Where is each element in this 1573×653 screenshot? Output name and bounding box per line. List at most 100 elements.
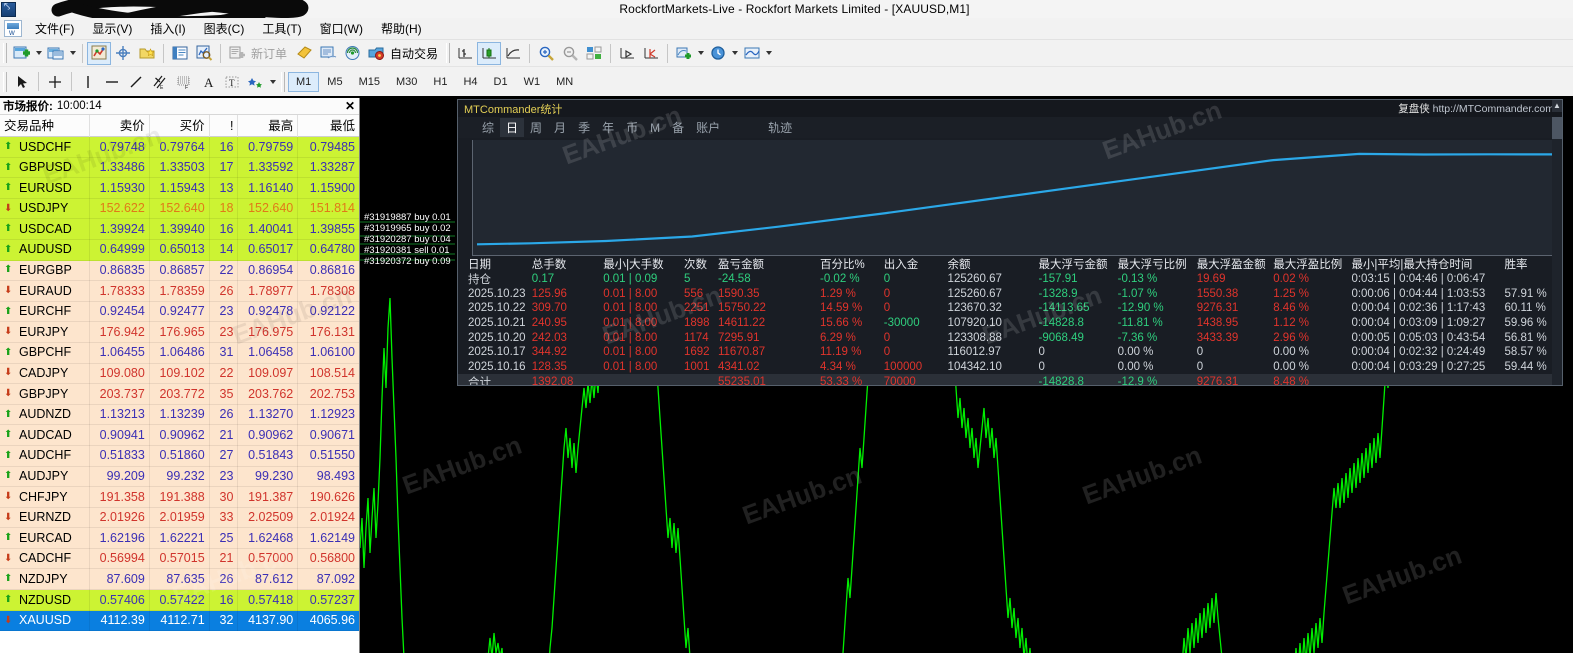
new-order-label[interactable]: 新订单 [251,46,288,61]
mtcommander-scrollbar[interactable] [1552,117,1562,385]
tab-magic[interactable]: M [650,120,661,135]
new-chart-icon[interactable] [10,42,34,65]
tab-year[interactable]: 年 [602,121,615,135]
autotrading-label[interactable]: 自动交易 [390,46,439,61]
market-watch-row[interactable]: ⬇ GBPJPY 203.737 203.772 35 203.762 202.753 [0,383,359,405]
statistics-row[interactable]: 2025.10.20 242.03 0.01 | 8.00 1174 7295.91 6.… [458,330,1562,345]
toolbar-grip[interactable] [281,71,285,92]
auto-scroll-icon[interactable] [615,42,639,65]
menu-window[interactable]: 窗口(W) [319,22,363,36]
toolbar-grip[interactable] [3,43,7,63]
chart-shift-icon[interactable] [639,42,663,65]
mql5-community-icon[interactable] [292,42,316,65]
market-watch-icon[interactable] [87,41,111,65]
statistics-row[interactable]: 2025.10.17 344.92 0.01 | 8.00 1692 11670.87 1… [458,345,1562,360]
market-watch-row[interactable]: ⬇ EURNZD 2.01926 2.01959 33 2.02509 2.01924 [0,507,359,529]
close-icon[interactable]: ✕ [344,99,355,113]
market-watch-rows[interactable]: ⬆ USDCHF 0.79748 0.79764 16 0.79759 0.79485 ⬆ GB… [0,137,359,653]
market-watch-row[interactable]: ⬆ EURCAD 1.62196 1.62221 25 1.62468 1.62149 [0,527,359,549]
zoom-out-icon[interactable] [558,42,582,65]
text-label-icon[interactable]: T [220,70,244,93]
column-symbol[interactable]: 交易品种 [0,114,90,137]
menu-file[interactable]: 文件(F) [35,22,75,36]
timeframe-m15[interactable]: M15 [358,75,380,88]
column-bid[interactable]: 卖价 [90,114,150,137]
profiles-icon[interactable] [44,42,68,65]
text-icon[interactable]: A [196,70,220,93]
timeframe-h1[interactable]: H1 [433,75,448,88]
timeframe-m30[interactable]: M30 [395,75,418,88]
tab-quarter[interactable]: 季 [578,121,591,135]
market-watch-row[interactable]: ⬇ XAUUSD 4112.39 4112.71 32 4137.90 4065.96 [0,610,359,632]
line-chart-icon[interactable] [501,42,525,65]
zoom-in-icon[interactable] [534,42,558,65]
tab-week[interactable]: 周 [530,121,543,135]
tab-account[interactable]: 账户 [696,121,721,135]
market-watch-row[interactable]: ⬇ USDJPY 152.622 152.640 18 152.640 151.814 [0,198,359,220]
fibonacci-retracement-icon[interactable]: F [172,70,196,93]
tab-summary[interactable]: 综 [482,121,495,135]
market-watch-row[interactable]: ⬆ AUDCAD 0.90941 0.90962 21 0.90962 0.90671 [0,424,359,446]
statistics-row[interactable]: 2025.10.21 240.95 0.01 | 8.00 1898 14611.22 1… [458,316,1562,331]
new-chart-dropdown-icon[interactable] [34,42,44,65]
column-ask[interactable]: 买价 [150,114,210,137]
timeframe-m5[interactable]: M5 [327,75,343,88]
market-watch-row[interactable]: ⬇ EURAUD 1.78333 1.78359 26 1.78977 1.78308 [0,280,359,302]
tab-day[interactable]: 日 [500,118,525,137]
menu-tools[interactable]: 工具(T) [262,22,302,36]
trendline-icon[interactable] [124,70,148,93]
market-watch-row[interactable]: ⬆ EURCHF 0.92454 0.92477 23 0.92478 0.92122 [0,301,359,323]
market-watch-row[interactable]: ⬆ EURGBP 0.86835 0.86857 22 0.86954 0.86816 [0,260,359,282]
column-spread[interactable]: ! [210,114,239,137]
market-watch-row[interactable]: ⬆ GBPCHF 1.06455 1.06486 31 1.06458 1.06100 [0,342,359,364]
period-dropdown-icon[interactable] [730,42,740,65]
timeframe-m1[interactable]: M1 [288,71,320,92]
signals-icon[interactable] [340,42,364,65]
tab-month[interactable]: 月 [554,121,567,135]
column-high[interactable]: 最高 [238,114,299,137]
statistics-row[interactable]: 2025.10.22 309.70 0.01 | 8.00 2251 15750.22 1… [458,301,1562,316]
arrows-dropdown-icon[interactable] [268,70,278,93]
market-watch-row[interactable]: ⬇ CADJPY 109.080 109.102 22 109.097 108.514 [0,363,359,385]
vertical-line-icon[interactable] [76,70,100,93]
indicators-icon[interactable] [672,42,696,65]
market-watch-row[interactable]: ⬆ USDCHF 0.79748 0.79764 16 0.79759 0.79485 [0,137,359,158]
market-watch-row[interactable]: ⬆ AUDJPY 99.209 99.232 23 99.230 98.493 [0,466,359,488]
strategy-tester-icon[interactable] [192,42,216,65]
market-watch-row[interactable]: ⬆ NZDUSD 0.57406 0.57422 16 0.57418 0.57237 [0,589,359,611]
menu-charts[interactable]: 图表(C) [203,22,245,36]
tab-comment[interactable]: 备 [672,121,685,135]
navigator-icon[interactable] [135,42,159,65]
tile-windows-icon[interactable] [582,42,606,65]
toolbar-grip[interactable] [446,43,451,63]
crosshair-icon[interactable] [43,70,67,93]
metaeditor-icon[interactable] [316,42,340,65]
market-watch-row[interactable]: ⬆ AUDNZD 1.13213 1.13239 26 1.13270 1.12923 [0,404,359,426]
market-watch-row[interactable]: ⬆ USDCAD 1.39924 1.39940 16 1.40041 1.39855 [0,218,359,240]
horizontal-line-icon[interactable] [100,70,124,93]
scrollbar-thumb[interactable] [1552,117,1562,139]
statistics-total-row[interactable]: 合计 1392.08 55235.01 53.33 % 70000 -14828.8 -12… [458,374,1562,385]
menu-insert[interactable]: 插入(I) [150,22,186,36]
market-watch-row[interactable]: ⬇ EURJPY 176.942 176.965 23 176.975 176.131 [0,321,359,343]
cursor-icon[interactable] [10,70,34,93]
equidistant-channel-icon[interactable]: E [148,70,172,93]
tab-currency[interactable]: 币 [626,121,639,135]
period-clock-icon[interactable] [706,42,730,65]
profiles-dropdown-icon[interactable] [68,42,78,65]
market-watch-row[interactable]: ⬆ NZDJPY 87.609 87.635 26 87.612 87.092 [0,568,359,591]
tab-trace[interactable]: 轨迹 [768,121,793,135]
market-watch-row[interactable]: ⬆ GBPUSD 1.33486 1.33503 17 1.33592 1.33287 [0,157,359,179]
arrows-icon[interactable] [244,70,268,93]
column-low[interactable]: 最低 [329,118,355,133]
market-watch-row[interactable]: ⬆ EURUSD 1.15930 1.15943 13 1.16140 1.15900 [0,177,359,199]
templates-dropdown-icon[interactable] [764,42,774,65]
statistics-row[interactable]: 持仓 0.17 0.01 | 0.09 5 -24.58 -0.02 % 0 125260.6… [458,272,1562,287]
timeframe-w1[interactable]: W1 [523,75,541,88]
statistics-row[interactable]: 2025.10.23 125.96 0.01 | 8.00 556 1590.35 1.2… [458,287,1562,302]
statistics-row[interactable]: 2025.10.16 128.35 0.01 | 8.00 1001 4341.02 4.… [458,360,1562,375]
scroll-up-icon[interactable]: ▲ [1552,100,1562,112]
timeframe-mn[interactable]: MN [556,75,574,88]
autotrading-icon[interactable] [364,42,388,65]
bar-chart-icon[interactable] [453,42,477,65]
